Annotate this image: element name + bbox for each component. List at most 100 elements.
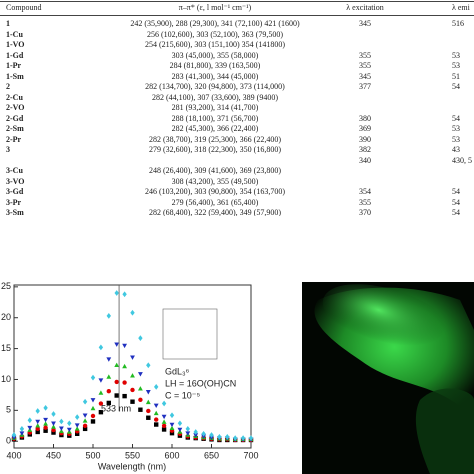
marker: [177, 420, 183, 427]
table-cell: 1-Sm: [6, 71, 24, 81]
table-cell: 1-Pr: [6, 61, 22, 70]
marker: [19, 425, 25, 432]
marker: [169, 430, 175, 436]
table-cell: 242 (35,900), 288 (29,300), 341 (72,100)…: [130, 19, 300, 28]
table-cell: 279 (56,400), 361 (65,400): [171, 197, 259, 207]
x-tick-label: 450: [46, 450, 61, 460]
table-cell: 1-Cu: [6, 29, 23, 39]
marker: [59, 418, 64, 425]
marker: [161, 419, 167, 424]
marker: [146, 362, 151, 369]
marker: [82, 413, 88, 418]
marker: [11, 435, 17, 441]
table-cell: 53: [452, 50, 460, 60]
table-cell: 281 (93,200), 314 (41,700): [171, 103, 259, 112]
marker: [122, 380, 127, 385]
table-cell: 3-Pr: [6, 197, 22, 207]
annotation: LH = 16O(OH)CN: [165, 378, 236, 388]
marker: [90, 374, 96, 381]
marker: [43, 421, 49, 426]
x-tick-label: 700: [243, 450, 258, 460]
marker: [114, 362, 120, 368]
table-cell: 254 (215,600), 303 (151,100) 354 (141800…: [145, 40, 285, 49]
marker: [138, 397, 143, 403]
marker: [43, 405, 48, 411]
marker: [51, 430, 56, 435]
marker: [35, 419, 41, 425]
table-cell: 54: [452, 197, 460, 207]
table-cell: 1: [6, 19, 10, 28]
table-cell: 282 (38,700), 319 (25,300), 366 (22,400): [149, 134, 281, 144]
marker: [82, 398, 88, 405]
table-cell: 382: [359, 145, 371, 154]
marker: [106, 374, 112, 379]
marker: [154, 422, 159, 427]
table-cell: 43: [452, 145, 460, 154]
marker: [146, 415, 151, 420]
marker: [43, 428, 48, 433]
table-cell: 2-Pr: [6, 134, 22, 144]
marker: [27, 425, 33, 431]
marker: [11, 432, 17, 438]
marker: [193, 429, 198, 435]
marker: [185, 425, 190, 432]
marker: [240, 435, 246, 441]
marker: [209, 432, 214, 438]
y-tick-label: 25: [1, 281, 11, 291]
marker: [82, 426, 88, 432]
table-cell: 54: [452, 187, 460, 196]
table-cell: 370: [359, 208, 371, 216]
marker: [137, 372, 143, 377]
table-cell: 345: [359, 19, 371, 28]
marker: [145, 399, 151, 405]
marker: [90, 405, 96, 411]
marker: [114, 290, 119, 296]
marker: [43, 417, 49, 423]
marker: [137, 386, 143, 391]
marker: [98, 401, 104, 406]
table-cell: 53: [452, 134, 460, 144]
table-cell: 2-Cu: [6, 92, 23, 102]
marker: [106, 357, 112, 362]
marker: [35, 408, 40, 414]
marker: [98, 378, 104, 383]
marker: [130, 355, 135, 360]
x-tick-label: 500: [85, 450, 100, 460]
x-tick-label: 600: [164, 450, 179, 460]
marker: [153, 410, 159, 416]
series: [11, 290, 254, 441]
marker: [90, 413, 96, 419]
marker: [161, 414, 167, 420]
table-cell: 355: [359, 197, 371, 207]
table-cell: 390: [359, 134, 371, 144]
marker: [98, 344, 104, 351]
table-cell: 3-VO: [6, 176, 25, 186]
table-cell: 256 (102,600), 303 (52,100), 363 (79,500…: [147, 29, 283, 39]
table-cell: Compound: [6, 3, 42, 12]
table-cell: 246 (103,200), 303 (90,800), 354 (163,70…: [145, 187, 285, 196]
y-tick-label: 5: [6, 405, 11, 415]
table-cell: λ emi: [452, 3, 470, 12]
marker: [43, 425, 48, 430]
marker: [130, 309, 135, 316]
marker: [35, 423, 41, 428]
micrograph: [302, 282, 474, 474]
marker: [169, 422, 175, 428]
x-tick-label: 550: [125, 450, 140, 460]
series: [11, 362, 254, 442]
table-cell: 288 (18,100), 371 (56,700): [171, 113, 259, 123]
table-cell: 308 (43,200), 355 (49,500): [171, 176, 259, 186]
marker: [225, 434, 230, 440]
marker: [169, 412, 175, 419]
table-cell: 345: [359, 71, 371, 81]
table-cell: 369: [359, 124, 371, 133]
table-cell: 1-VO: [6, 40, 25, 49]
marker: [74, 423, 80, 428]
marker: [122, 343, 128, 349]
marker: [114, 379, 119, 385]
x-axis-label: Wavelength (nm): [98, 461, 166, 471]
marker: [51, 427, 56, 433]
table-cell: 54: [452, 113, 460, 123]
table-cell: 355: [359, 61, 371, 70]
marker: [185, 431, 191, 436]
